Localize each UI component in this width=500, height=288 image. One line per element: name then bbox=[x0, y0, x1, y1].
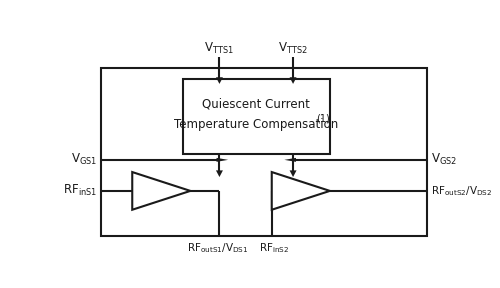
Bar bbox=[101, 68, 427, 236]
Text: (1): (1) bbox=[316, 114, 330, 124]
Text: RF$_{\mathregular{inS1}}$: RF$_{\mathregular{inS1}}$ bbox=[63, 183, 98, 198]
Polygon shape bbox=[272, 172, 330, 210]
Text: V$_{\mathregular{TTS2}}$: V$_{\mathregular{TTS2}}$ bbox=[278, 41, 308, 56]
Polygon shape bbox=[290, 170, 296, 177]
Polygon shape bbox=[216, 77, 223, 84]
Polygon shape bbox=[216, 170, 223, 177]
Text: RF$_{\mathregular{outS1}}$/V$_{\mathregular{DS1}}$: RF$_{\mathregular{outS1}}$/V$_{\mathregu… bbox=[186, 241, 248, 255]
Text: RF$_{\mathregular{inS2}}$: RF$_{\mathregular{inS2}}$ bbox=[258, 241, 289, 255]
Text: RF$_{\mathregular{outS2}}$/V$_{\mathregular{DS2}}$: RF$_{\mathregular{outS2}}$/V$_{\mathregu… bbox=[430, 184, 492, 198]
Text: Temperature Compensation: Temperature Compensation bbox=[174, 118, 338, 131]
Text: V$_{\mathregular{TTS1}}$: V$_{\mathregular{TTS1}}$ bbox=[204, 41, 234, 56]
Polygon shape bbox=[216, 158, 228, 162]
Polygon shape bbox=[132, 172, 190, 210]
Polygon shape bbox=[290, 77, 296, 84]
Text: V$_{\mathregular{GS2}}$: V$_{\mathregular{GS2}}$ bbox=[430, 152, 457, 167]
Text: Quiescent Current: Quiescent Current bbox=[202, 98, 310, 111]
Bar bbox=[182, 79, 330, 154]
Text: V$_{\mathregular{GS1}}$: V$_{\mathregular{GS1}}$ bbox=[71, 152, 98, 167]
Polygon shape bbox=[284, 158, 296, 162]
